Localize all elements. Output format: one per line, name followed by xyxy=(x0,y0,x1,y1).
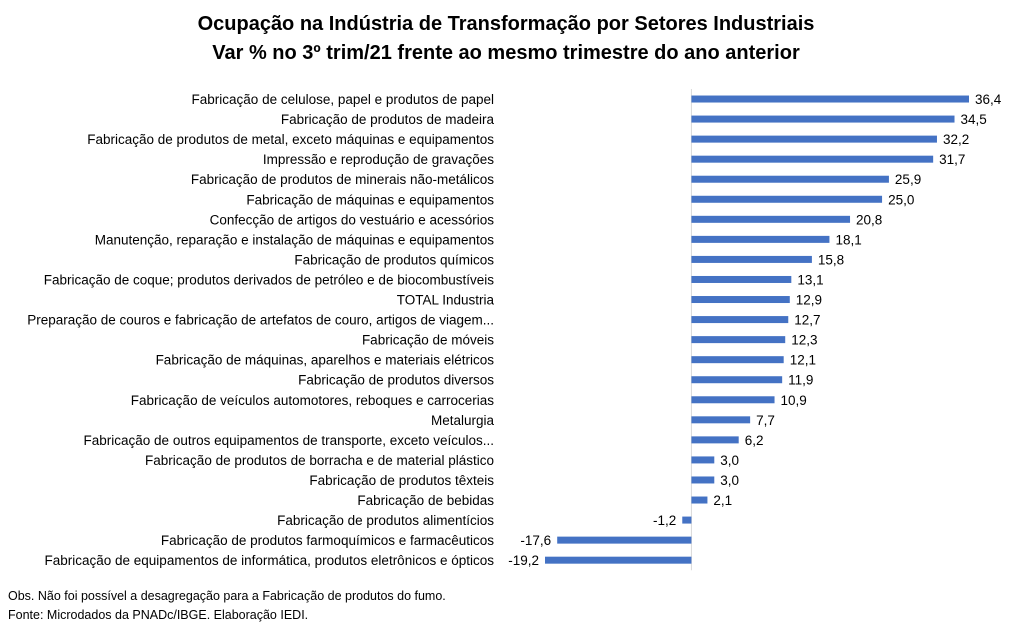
bar xyxy=(691,496,708,504)
bar xyxy=(691,456,715,464)
bar xyxy=(691,436,739,444)
data-label: -19,2 xyxy=(508,553,539,568)
data-label: 25,9 xyxy=(895,172,921,187)
data-label: 7,7 xyxy=(756,413,775,428)
category-label: Fabricação de máquinas, aparelhos e mate… xyxy=(156,353,495,368)
category-label: TOTAL Industria xyxy=(397,293,495,308)
bar xyxy=(691,296,790,304)
bar xyxy=(691,135,937,143)
bar xyxy=(691,235,830,243)
note-source: Fonte: Microdados da PNADc/IBGE. Elabora… xyxy=(8,608,309,622)
category-label: Fabricação de equipamentos de informátic… xyxy=(44,553,494,568)
data-label: 6,2 xyxy=(745,433,764,448)
category-label: Confecção de artigos do vestuário e aces… xyxy=(210,212,495,227)
category-label: Manutenção, reparação e instalação de má… xyxy=(95,232,495,247)
data-label: 10,9 xyxy=(781,393,807,408)
data-label: 31,7 xyxy=(939,152,965,167)
data-label: 25,0 xyxy=(888,192,914,207)
category-label: Fabricação de produtos de madeira xyxy=(281,112,495,127)
data-label: 32,2 xyxy=(943,132,969,147)
category-label: Fabricação de produtos alimentícios xyxy=(277,513,494,528)
category-label: Fabricação de produtos têxteis xyxy=(309,473,494,488)
data-label: 20,8 xyxy=(856,212,882,227)
data-label: 12,7 xyxy=(794,313,820,328)
bar xyxy=(691,376,783,384)
category-label: Fabricação de veículos automotores, rebo… xyxy=(131,393,494,408)
category-label: Metalurgia xyxy=(431,413,495,428)
bar xyxy=(691,416,751,424)
chart-subtitle: Var % no 3º trim/21 frente ao mesmo trim… xyxy=(212,42,800,64)
data-label: 12,9 xyxy=(796,293,822,308)
category-label: Fabricação de outros equipamentos de tra… xyxy=(84,433,494,448)
bar xyxy=(691,356,784,364)
category-label: Fabricação de bebidas xyxy=(357,493,494,508)
data-label: 11,9 xyxy=(788,373,813,388)
bar xyxy=(691,115,955,123)
category-label: Fabricação de coque; produtos derivados … xyxy=(44,272,495,287)
data-label: 2,1 xyxy=(713,493,732,508)
data-label: 13,1 xyxy=(797,272,823,287)
bar xyxy=(691,275,792,283)
bar xyxy=(691,255,812,263)
data-label: 34,5 xyxy=(961,112,987,127)
data-label: 3,0 xyxy=(720,473,739,488)
data-label: 12,3 xyxy=(791,333,817,348)
data-label: 15,8 xyxy=(818,252,844,267)
bar xyxy=(691,336,786,344)
data-label: 12,1 xyxy=(790,353,816,368)
data-label: 36,4 xyxy=(975,92,1002,107)
chart-title-block: Ocupação na Indústria de Transformação p… xyxy=(0,10,1012,68)
bar xyxy=(691,95,969,103)
bar xyxy=(691,175,889,183)
bar xyxy=(557,536,692,544)
category-label: Impressão e reprodução de gravações xyxy=(263,152,494,167)
category-label: Fabricação de produtos de metal, exceto … xyxy=(87,132,494,147)
data-label: -17,6 xyxy=(520,533,551,548)
chart-notes: Obs. Não foi possível a desagregação par… xyxy=(8,587,446,625)
category-label: Fabricação de móveis xyxy=(362,333,494,348)
bar xyxy=(691,476,715,484)
bar xyxy=(682,516,692,524)
category-label: Fabricação de produtos diversos xyxy=(298,373,494,388)
bar xyxy=(691,215,851,223)
bar xyxy=(691,155,934,163)
data-label: 18,1 xyxy=(835,232,861,247)
category-label: Fabricação de celulose, papel e produtos… xyxy=(192,92,494,107)
category-label: Fabricação de produtos químicos xyxy=(294,252,494,267)
bar-chart: Fabricação de celulose, papel e produtos… xyxy=(27,89,1002,571)
bar xyxy=(691,396,775,404)
chart-title: Ocupação na Indústria de Transformação p… xyxy=(197,13,815,35)
note-obs: Obs. Não foi possível a desagregação par… xyxy=(8,589,446,603)
category-label: Fabricação de máquinas e equipamentos xyxy=(246,192,494,207)
bar xyxy=(691,195,883,203)
bar xyxy=(545,556,692,564)
category-label: Fabricação de produtos de borracha e de … xyxy=(145,453,494,468)
category-label: Fabricação de produtos de minerais não-m… xyxy=(191,172,494,187)
data-label: 3,0 xyxy=(720,453,739,468)
category-label: Preparação de couros e fabricação de art… xyxy=(27,313,494,328)
data-label: -1,2 xyxy=(653,513,676,528)
category-label: Fabricação de produtos farmoquímicos e f… xyxy=(161,533,494,548)
bar xyxy=(691,316,789,324)
